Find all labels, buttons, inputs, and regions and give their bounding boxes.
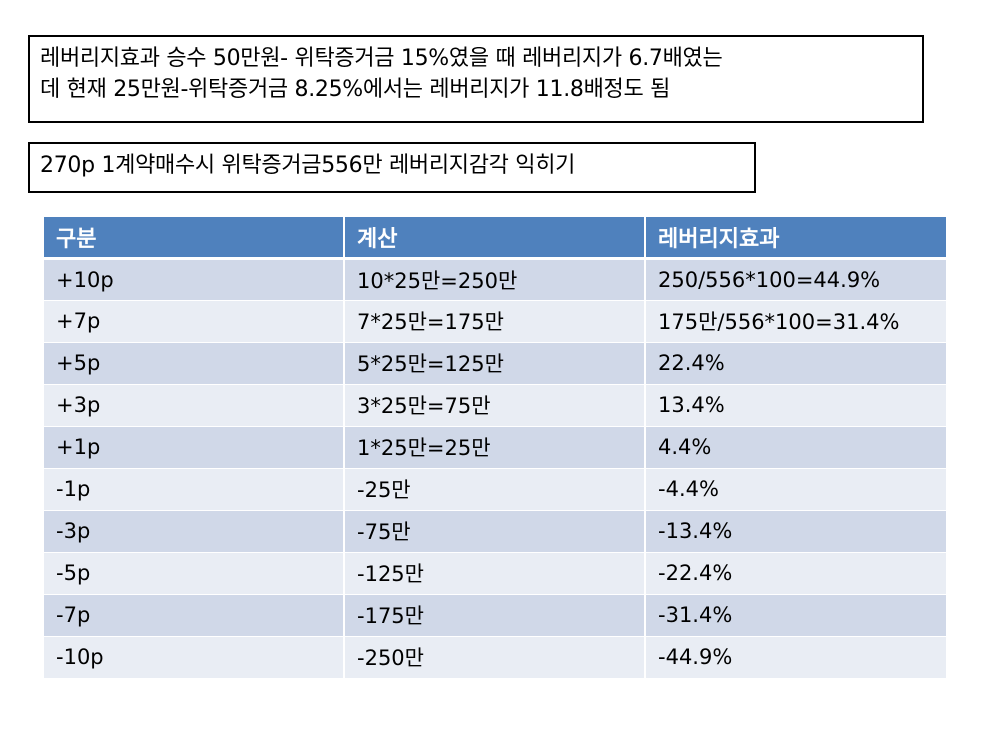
cell-calculation: 10*25만=250만 [344,258,646,301]
cell-category: -5p [44,552,345,595]
cell-category: +10p [44,258,345,301]
cell-calculation: -125만 [344,552,646,595]
cell-leverage-effect: -22.4% [645,552,946,595]
cell-category: +1p [44,426,345,469]
cell-leverage-effect: -31.4% [645,594,946,637]
cell-calculation: -175만 [344,594,646,637]
cell-leverage-effect: 22.4% [645,342,946,385]
note-box: 레버리지효과 승수 50만원- 위탁증거금 15%였을 때 레버리지가 6.7배… [28,35,924,123]
header-calculation: 계산 [344,217,646,260]
cell-leverage-effect: 250/556*100=44.9% [645,258,946,301]
table-row: -10p -250만 -44.9% [44,636,946,679]
cell-leverage-effect: 13.4% [645,384,946,427]
table-header-row: 구분 계산 레버리지효과 [44,217,946,260]
table-row: -7p -175만 -31.4% [44,594,946,637]
cell-leverage-effect: 4.4% [645,426,946,469]
cell-category: -1p [44,468,345,511]
header-leverage-effect: 레버리지효과 [645,217,946,260]
cell-category: +5p [44,342,345,385]
sub-note-text: 270p 1계약매수시 위탁증거금556만 레버리지감각 익히기 [40,153,576,178]
note-line-2: 데 현재 25만원-위탁증거금 8.25%에서는 레버리지가 11.8배정도 됨 [40,77,671,102]
cell-calculation: 1*25만=25만 [344,426,646,469]
table-row: -5p -125만 -22.4% [44,552,946,595]
header-category: 구분 [44,217,345,260]
cell-calculation: -75만 [344,510,646,553]
table-row: +1p 1*25만=25만 4.4% [44,426,946,469]
cell-calculation: 5*25만=125만 [344,342,646,385]
table-row: -1p -25만 -4.4% [44,468,946,511]
cell-category: -7p [44,594,345,637]
cell-calculation: -250만 [344,636,646,679]
cell-category: -10p [44,636,345,679]
cell-leverage-effect: -4.4% [645,468,946,511]
leverage-table: 구분 계산 레버리지효과 +10p 10*25만=250만 250/556*10… [44,217,946,679]
table-row: +5p 5*25만=125만 22.4% [44,342,946,385]
cell-category: -3p [44,510,345,553]
table-row: -3p -75만 -13.4% [44,510,946,553]
cell-leverage-effect: -44.9% [645,636,946,679]
cell-leverage-effect: 175만/556*100=31.4% [645,300,946,343]
cell-calculation: -25만 [344,468,646,511]
cell-category: +3p [44,384,345,427]
table-row: +10p 10*25만=250만 250/556*100=44.9% [44,258,946,301]
table-row: +3p 3*25만=75만 13.4% [44,384,946,427]
cell-calculation: 7*25만=175만 [344,300,646,343]
table-row: +7p 7*25만=175만 175만/556*100=31.4% [44,300,946,343]
cell-category: +7p [44,300,345,343]
note-line-1: 레버리지효과 승수 50만원- 위탁증거금 15%였을 때 레버리지가 6.7배… [40,46,723,71]
cell-leverage-effect: -13.4% [645,510,946,553]
sub-note-box: 270p 1계약매수시 위탁증거금556만 레버리지감각 익히기 [28,142,756,193]
cell-calculation: 3*25만=75만 [344,384,646,427]
